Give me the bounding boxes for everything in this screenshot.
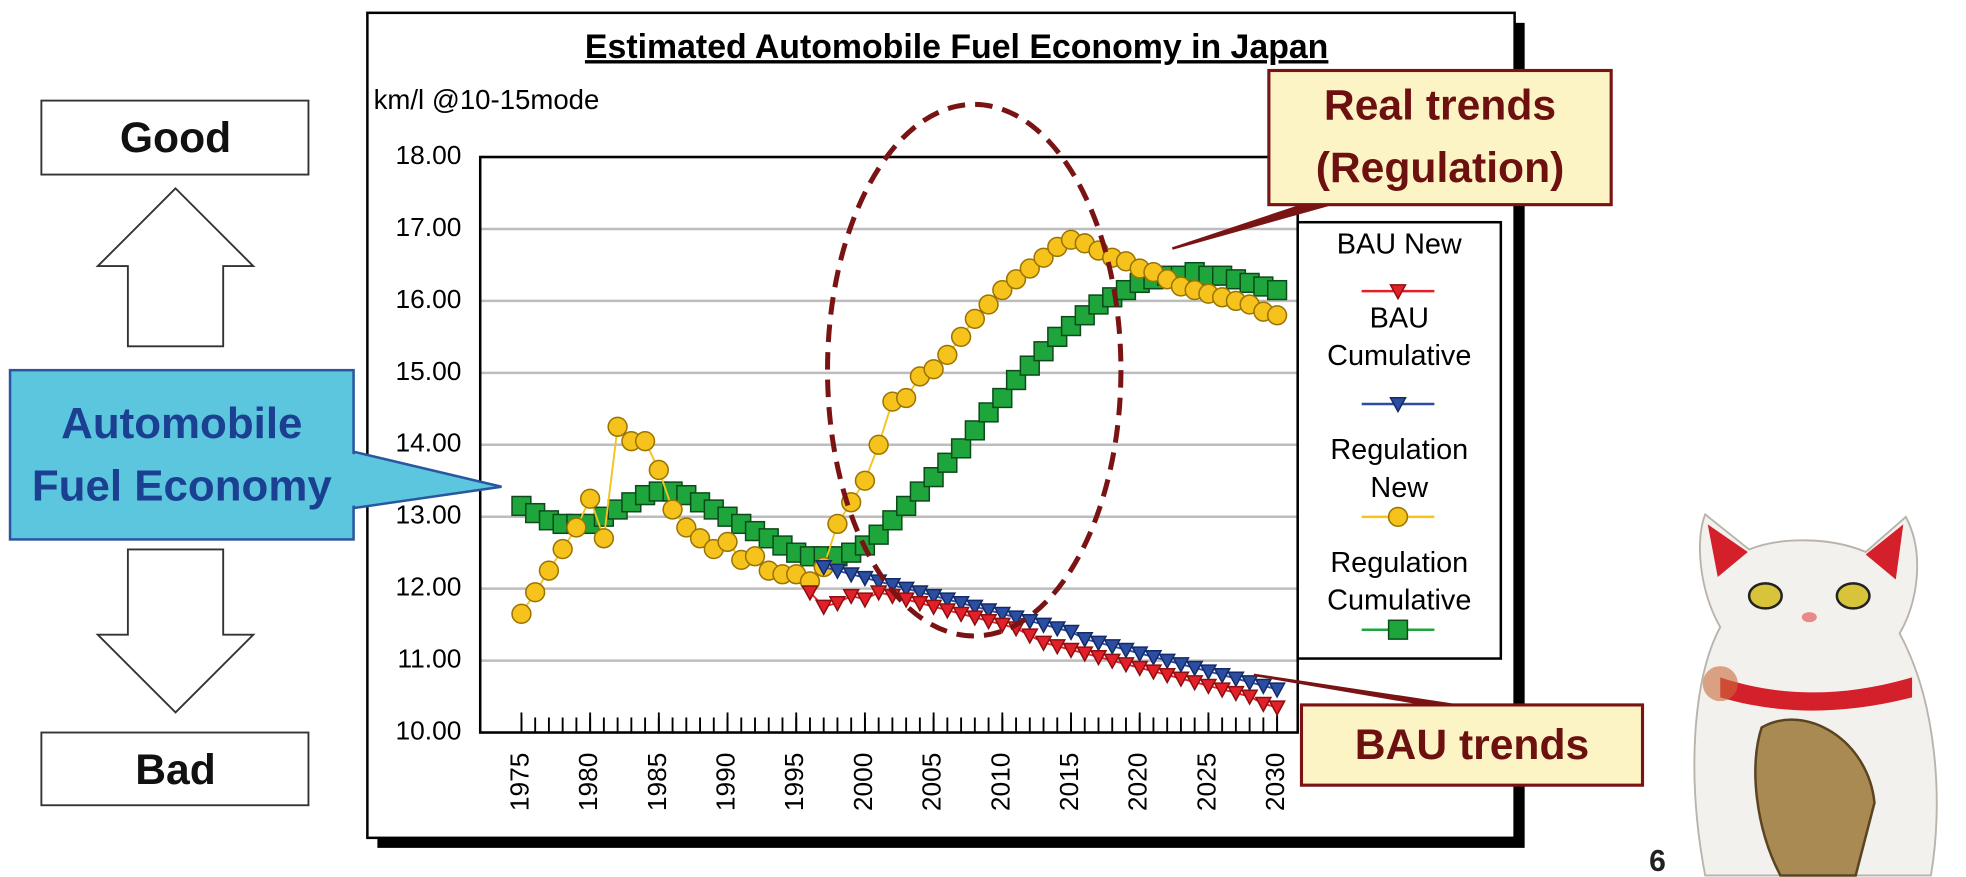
data-point bbox=[952, 439, 971, 458]
x-tick-label: 1975 bbox=[504, 753, 534, 812]
cat-eye-right bbox=[1837, 583, 1870, 608]
fuel-callout: Automobile Fuel Economy bbox=[10, 370, 354, 539]
data-point bbox=[1268, 281, 1287, 300]
y-tick-label: 13.00 bbox=[396, 500, 462, 530]
x-tick-label: 1985 bbox=[642, 753, 672, 812]
x-tick-label: 2030 bbox=[1260, 753, 1290, 812]
legend-label: BAU New bbox=[1301, 223, 1497, 266]
cat-spot bbox=[1703, 666, 1738, 701]
data-point bbox=[594, 529, 613, 548]
x-tick-label: 2025 bbox=[1191, 753, 1221, 812]
x-tick-label: 2020 bbox=[1123, 753, 1153, 812]
x-tick-label: 1980 bbox=[573, 753, 603, 812]
y-tick-label: 10.00 bbox=[396, 715, 462, 745]
data-point bbox=[636, 432, 655, 451]
y-tick-label: 11.00 bbox=[397, 644, 461, 674]
y-tick-label: 12.00 bbox=[396, 572, 462, 602]
data-point bbox=[869, 435, 888, 454]
x-tick-label: 1995 bbox=[779, 753, 809, 812]
data-point bbox=[952, 327, 971, 346]
data-point bbox=[526, 583, 545, 602]
data-point bbox=[553, 540, 572, 559]
legend-marker bbox=[1389, 620, 1408, 639]
legend-entry: BAU Cumulative bbox=[1301, 297, 1497, 377]
data-point bbox=[979, 295, 998, 314]
data-point bbox=[718, 532, 737, 551]
up-arrow bbox=[98, 188, 253, 346]
bad-label: Bad bbox=[135, 746, 216, 794]
data-point bbox=[938, 345, 957, 364]
chart-title: Estimated Automobile Fuel Economy in Jap… bbox=[585, 28, 1328, 66]
cat-eye-left bbox=[1749, 583, 1782, 608]
page: {"slide": {"good": "Good", "bad": "Bad",… bbox=[0, 0, 1966, 877]
y-tick-label: 16.00 bbox=[396, 284, 462, 314]
x-tick-label: 2000 bbox=[848, 753, 878, 812]
fuel-callout-text: Automobile Fuel Economy bbox=[10, 370, 354, 539]
data-point bbox=[993, 389, 1012, 408]
data-point bbox=[512, 604, 531, 623]
real-callout-text: Real trends (Regulation) bbox=[1269, 71, 1611, 205]
legend-marker bbox=[1389, 507, 1408, 526]
y-tick-label: 18.00 bbox=[396, 140, 462, 170]
data-point bbox=[1268, 306, 1287, 325]
y-tick-label: 15.00 bbox=[396, 356, 462, 386]
x-tick-label: 2010 bbox=[985, 753, 1015, 812]
data-point bbox=[608, 417, 627, 436]
data-point bbox=[663, 500, 682, 519]
y-tick-label: 17.00 bbox=[396, 212, 462, 242]
x-tick-label: 2015 bbox=[1054, 753, 1084, 812]
legend-label: Regulation New bbox=[1301, 429, 1497, 509]
x-tick-label: 1990 bbox=[710, 753, 740, 812]
data-point bbox=[965, 421, 984, 440]
data-point bbox=[897, 389, 916, 408]
data-point bbox=[746, 547, 765, 566]
good-label: Good bbox=[120, 114, 231, 162]
data-point bbox=[540, 561, 559, 580]
bau-callout-text: BAU trends bbox=[1355, 721, 1589, 769]
data-point bbox=[828, 514, 847, 533]
data-point bbox=[965, 309, 984, 328]
data-point bbox=[581, 489, 600, 508]
slide: Good Bad Estimated Automobile Fuel Econo… bbox=[0, 0, 1966, 877]
cat-nose bbox=[1802, 612, 1817, 622]
data-point bbox=[856, 471, 875, 490]
data-point bbox=[567, 518, 586, 537]
lucky-cat bbox=[1694, 514, 1936, 875]
legend-entry: Regulation New bbox=[1301, 429, 1497, 509]
data-point bbox=[649, 461, 668, 480]
y-tick-label: 14.00 bbox=[396, 428, 462, 458]
down-arrow bbox=[98, 549, 253, 712]
x-tick-label: 2005 bbox=[917, 753, 947, 812]
legend-label: Regulation Cumulative bbox=[1301, 542, 1497, 622]
data-point bbox=[924, 360, 943, 379]
y-axis-label: km/l @10-15mode bbox=[374, 84, 600, 115]
page-number: 6 bbox=[1649, 845, 1666, 877]
real-callout: Real trends (Regulation) bbox=[1269, 71, 1611, 205]
legend-entry: Regulation Cumulative bbox=[1301, 542, 1497, 622]
legend-entry: BAU New bbox=[1301, 223, 1497, 266]
legend-label: BAU Cumulative bbox=[1301, 297, 1497, 377]
